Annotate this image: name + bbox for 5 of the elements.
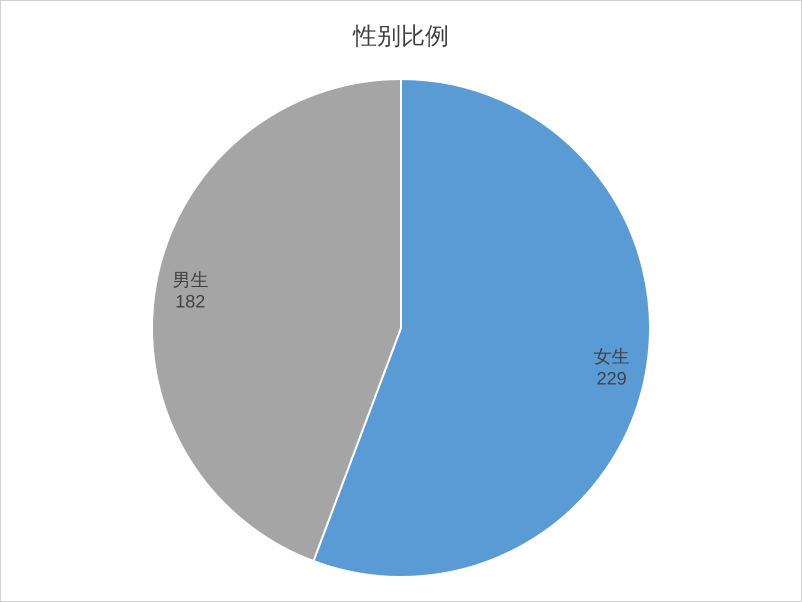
slice-label: 男生 bbox=[172, 270, 208, 290]
slice-label: 女生 bbox=[594, 346, 630, 367]
data-label: 182 bbox=[175, 292, 206, 312]
data-label: 229 bbox=[596, 368, 627, 388]
chart-title: 性别比例 bbox=[352, 23, 449, 50]
